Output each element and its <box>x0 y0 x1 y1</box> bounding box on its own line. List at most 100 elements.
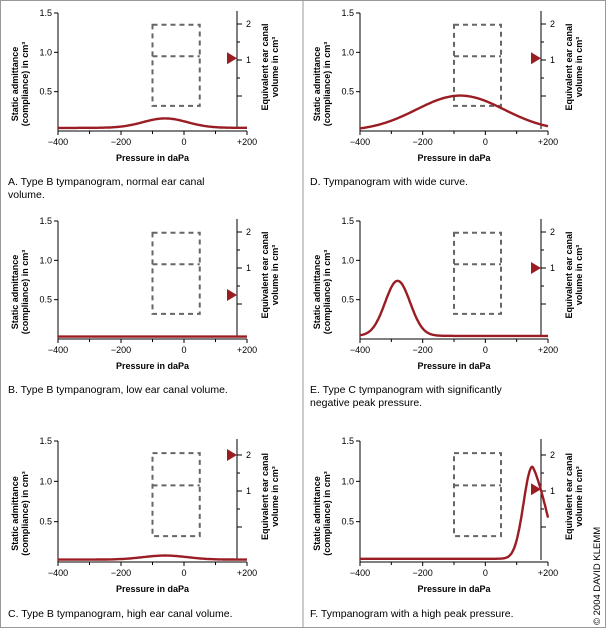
y-axis-label: (compliance) in cm³ <box>322 471 332 556</box>
normal-range-box <box>151 452 201 538</box>
normal-range-box <box>151 231 201 315</box>
normal-range-box <box>453 452 502 538</box>
right-tick-label: 1 <box>246 486 251 496</box>
x-tick-label: 0 <box>181 568 186 578</box>
panel-caption: C. Type B tympanogram, high ear canal vo… <box>8 608 233 620</box>
x-tick-label: +200 <box>538 568 558 578</box>
x-tick-label: −200 <box>413 345 433 355</box>
right-axis-label: Equivalent ear canal <box>564 23 574 110</box>
panel-f: 0.5 1.0 1.5 −400 −200 0 +200 Pressure in daPa St… <box>310 436 584 620</box>
right-tick-label: 2 <box>246 19 251 29</box>
panel-d: 0.5 1.0 1.5 −400 −200 0 +200 Pressure in daPa St… <box>310 8 584 188</box>
panel-caption: volume. <box>8 189 45 201</box>
normal-range-box <box>151 23 201 107</box>
right-axis-label: Equivalent ear canal <box>564 453 574 540</box>
x-tick-label: 0 <box>483 137 488 147</box>
right-axis-label: volume in cm³ <box>574 245 584 306</box>
y-axis-label: Static admittance <box>312 255 322 330</box>
tympanogram-curve <box>359 279 548 338</box>
panel-caption: A. Type B tympanogram, normal ear canal <box>8 176 205 188</box>
right-tick-label: 2 <box>550 19 555 29</box>
x-tick-label: +200 <box>538 137 558 147</box>
y-tick-label: 1.0 <box>39 255 52 265</box>
y-axis-label: Static admittance <box>10 476 20 551</box>
right-tick-label: 2 <box>550 227 555 237</box>
x-tick-label: −400 <box>350 137 370 147</box>
x-tick-label: +200 <box>237 345 257 355</box>
panel-b: 0.5 1.0 1.5 −400 −200 0 +200 Pressure in daPa St… <box>8 216 280 396</box>
y-tick-label: 1.5 <box>341 436 354 446</box>
x-tick-label: −200 <box>111 137 131 147</box>
y-axis-label: (compliance) in cm³ <box>20 42 30 127</box>
y-tick-label: 1.5 <box>341 216 354 226</box>
x-tick-label: 0 <box>483 568 488 578</box>
right-axis-label: Equivalent ear canal <box>260 23 270 110</box>
x-axis-label: Pressure in daPa <box>116 584 190 594</box>
volume-marker <box>227 289 237 301</box>
tympanogram-curve <box>58 117 247 130</box>
y-tick-label: 1.0 <box>341 255 354 265</box>
right-axis-label: Equivalent ear canal <box>564 231 574 318</box>
y-tick-label: 1.0 <box>39 47 52 57</box>
right-tick-label: 2 <box>550 450 555 460</box>
y-tick-label: 0.5 <box>341 517 354 527</box>
panel-e: 0.5 1.0 1.5 −400 −200 0 +200 Pressure in daPa St… <box>310 216 584 409</box>
y-axis-label: Static admittance <box>312 47 322 122</box>
volume-marker <box>227 52 237 65</box>
x-tick-label: +200 <box>538 345 558 355</box>
panel-a: 0.5 1.0 1.5 −400 −200 0 +200 Pressure in daPa St… <box>8 8 280 201</box>
y-axis-label: (compliance) in cm³ <box>322 42 332 127</box>
panel-caption: F. Tympanogram with a high peak pressure… <box>310 608 514 620</box>
y-tick-label: 0.5 <box>341 87 354 97</box>
x-axis-label: Pressure in daPa <box>116 361 190 371</box>
normal-range-box <box>453 231 502 315</box>
panel-caption: B. Type B tympanogram, low ear canal vol… <box>8 384 228 396</box>
x-tick-label: +200 <box>237 137 257 147</box>
x-axis-label: Pressure in daPa <box>417 361 491 371</box>
right-axis-label: volume in cm³ <box>270 37 280 98</box>
right-tick-label: 1 <box>246 55 251 65</box>
copyright-text: © 2004 DAVID KLEMM <box>592 527 603 625</box>
volume-marker <box>227 449 237 461</box>
right-tick-label: 2 <box>246 450 251 460</box>
y-tick-label: 0.5 <box>39 295 52 305</box>
x-tick-label: 0 <box>483 345 488 355</box>
panel-caption: negative peak pressure. <box>310 397 422 409</box>
normal-range-box <box>453 23 502 107</box>
y-axis-label: (compliance) in cm³ <box>20 471 30 556</box>
x-tick-label: −400 <box>350 568 370 578</box>
x-axis-label: Pressure in daPa <box>417 153 491 163</box>
right-axis-label: Equivalent ear canal <box>260 453 270 540</box>
panel-caption: E. Type C tympanogram with significantly <box>310 384 503 396</box>
right-axis-label: volume in cm³ <box>270 466 280 527</box>
y-axis-label: (compliance) in cm³ <box>20 250 30 335</box>
y-tick-label: 1.0 <box>341 47 354 57</box>
right-tick-label: 1 <box>550 55 555 65</box>
x-tick-label: −400 <box>350 345 370 355</box>
right-axis-label: Equivalent ear canal <box>260 231 270 318</box>
volume-marker <box>531 483 541 496</box>
y-axis-label: Static admittance <box>10 47 20 122</box>
x-tick-label: +200 <box>237 568 257 578</box>
y-axis-label: Static admittance <box>10 255 20 330</box>
right-tick-label: 1 <box>246 263 251 273</box>
panel-caption: D. Tympanogram with wide curve. <box>310 176 468 188</box>
y-tick-label: 1.0 <box>39 476 52 486</box>
y-tick-label: 1.5 <box>341 8 354 18</box>
right-tick-label: 2 <box>246 227 251 237</box>
y-tick-label: 1.5 <box>39 436 52 446</box>
y-tick-label: 1.5 <box>39 8 52 18</box>
volume-marker <box>531 262 541 274</box>
x-tick-label: −200 <box>413 137 433 147</box>
right-axis-label: volume in cm³ <box>574 37 584 98</box>
tympanogram-curve <box>359 94 549 130</box>
right-axis-label: volume in cm³ <box>574 466 584 527</box>
x-tick-label: −200 <box>413 568 433 578</box>
panel-c: 0.5 1.0 1.5 −400 −200 0 +200 Pressure in daPa St… <box>8 436 280 620</box>
x-tick-label: −200 <box>111 345 131 355</box>
tympanogram-curve <box>360 465 550 560</box>
y-tick-label: 0.5 <box>39 517 52 527</box>
right-axis-label: volume in cm³ <box>270 245 280 306</box>
y-tick-label: 0.5 <box>341 295 354 305</box>
